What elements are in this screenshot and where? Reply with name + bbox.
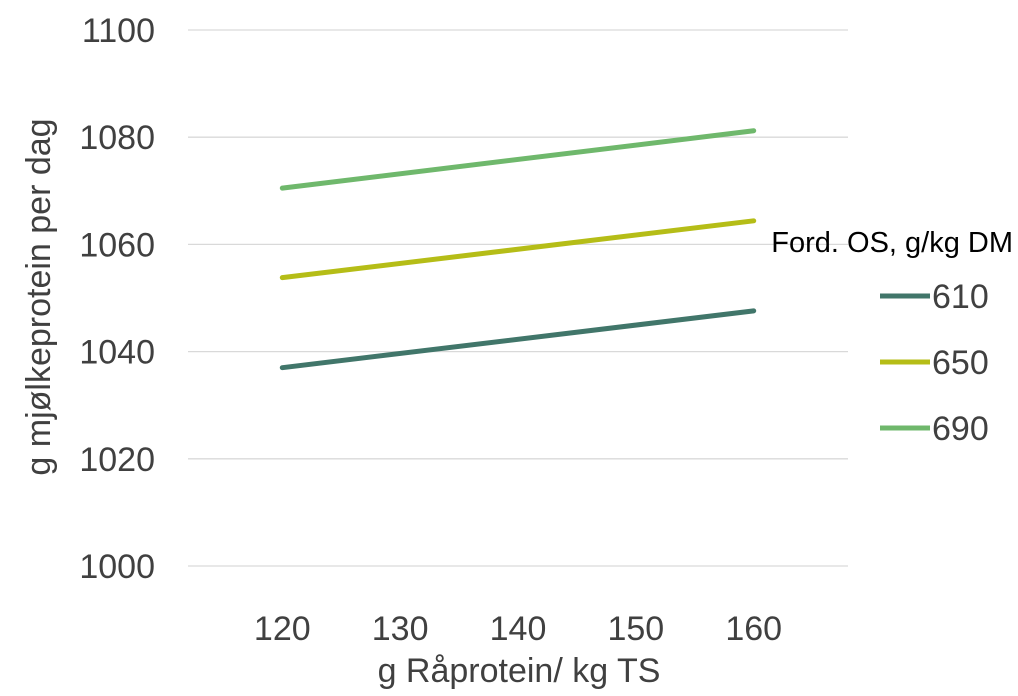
y-tick-label: 1060	[79, 226, 155, 264]
series-line-650	[279, 218, 757, 281]
x-tick-label: 120	[254, 610, 311, 648]
legend-label-690: 690	[932, 410, 989, 448]
y-tick-label: 1100	[82, 12, 155, 50]
y-tick-label: 1000	[79, 548, 155, 586]
x-tick-label: 140	[490, 610, 547, 648]
x-axis-title: g Råprotein/ kg TS	[378, 652, 661, 690]
gridlines	[188, 29, 848, 567]
legend-label-610: 610	[932, 278, 989, 316]
series-line-690	[279, 128, 757, 191]
y-tick-label: 1040	[79, 334, 155, 372]
x-tick-label: 130	[372, 610, 429, 648]
series-line-610	[279, 308, 757, 371]
legend-label-650: 650	[932, 344, 989, 382]
series-lines	[279, 128, 757, 371]
y-axis-title: g mjølkeprotein per dag	[20, 118, 58, 475]
legend-title: Ford. OS, g/kg DM	[771, 227, 1013, 259]
legend: Ford. OS, g/kg DM 610 650 690	[771, 227, 1013, 448]
y-axis-tick-labels: 1000 1020 1040 1060 1080 1100	[79, 12, 155, 586]
legend-items: 610 650 690	[880, 278, 989, 448]
y-tick-label: 1080	[79, 119, 155, 157]
x-tick-label: 160	[725, 610, 782, 648]
x-axis-tick-labels: 120 130 140 150 160	[254, 610, 782, 648]
x-tick-label: 150	[607, 610, 664, 648]
y-tick-label: 1020	[79, 441, 155, 479]
